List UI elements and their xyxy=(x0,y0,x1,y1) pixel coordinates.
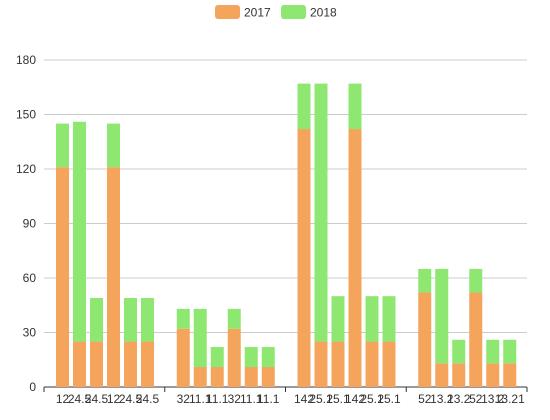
y-tick-label: 30 xyxy=(23,326,37,340)
bar-2017[interactable] xyxy=(244,367,258,387)
bar-2017[interactable] xyxy=(418,292,432,387)
bar-2017[interactable] xyxy=(365,341,379,387)
legend-swatch-2017[interactable] xyxy=(215,5,240,19)
x-tick-label: 52 xyxy=(469,392,483,406)
y-tick-label: 90 xyxy=(23,217,37,231)
bar-2017[interactable] xyxy=(331,341,345,387)
x-tick-label: 52 xyxy=(418,392,432,406)
bar-2017[interactable] xyxy=(261,367,275,387)
bar-2017[interactable] xyxy=(227,328,241,387)
bar-2018[interactable] xyxy=(418,268,432,293)
x-tick-label: 12 xyxy=(107,392,121,406)
x-tick-label: 32 xyxy=(228,392,242,406)
legend-swatch-2018[interactable] xyxy=(281,5,306,19)
x-tick-label: 25.1 xyxy=(309,392,333,406)
bar-2018[interactable] xyxy=(435,268,449,364)
bar-2018[interactable] xyxy=(486,339,500,364)
x-tick-label: 12 xyxy=(56,392,70,406)
legend-label: 2017 xyxy=(244,6,271,20)
y-axis: 0 30 60 90 120 150 180 xyxy=(16,53,36,394)
bar-2018[interactable] xyxy=(210,347,224,368)
bar-2017[interactable] xyxy=(503,363,517,387)
bar-2018[interactable] xyxy=(107,123,120,168)
bar-2017[interactable] xyxy=(210,367,224,387)
bar-2017[interactable] xyxy=(107,167,120,387)
bar-2017[interactable] xyxy=(469,292,483,387)
bar-2017[interactable] xyxy=(193,367,207,387)
bar-2017[interactable] xyxy=(90,341,103,387)
x-tick-label: 13.2 xyxy=(430,392,454,406)
bar-2017[interactable] xyxy=(348,129,362,388)
y-tick-label: 150 xyxy=(16,108,36,122)
y-tick-label: 0 xyxy=(29,380,36,394)
bar-2017[interactable] xyxy=(73,341,86,387)
bar-2018[interactable] xyxy=(227,308,241,329)
x-tick-label: 13.2 xyxy=(447,392,471,406)
x-tick-label: 142 xyxy=(345,392,365,406)
bar-2018[interactable] xyxy=(90,297,103,342)
bar-2017[interactable] xyxy=(314,341,328,387)
x-tick-label: 11.1 xyxy=(240,392,263,406)
y-tick-label: 60 xyxy=(23,271,37,285)
x-tick-label: 32 xyxy=(177,392,191,406)
bar-2018[interactable] xyxy=(141,297,154,342)
bar-2017[interactable] xyxy=(486,363,500,387)
bar-2018[interactable] xyxy=(297,83,311,130)
x-tick-label: 11.1 xyxy=(206,392,229,406)
y-tick-label: 120 xyxy=(16,162,36,176)
bar-2017[interactable] xyxy=(382,341,396,387)
x-tick-label: 25.1 xyxy=(360,392,384,406)
x-tick-label: 142 xyxy=(294,392,314,406)
bar-2018[interactable] xyxy=(331,296,345,342)
x-tick-label: 24.5 xyxy=(136,392,160,406)
x-tick-label: 24.5 xyxy=(85,392,109,406)
bar-2018[interactable] xyxy=(56,123,69,168)
bar-2018[interactable] xyxy=(73,121,86,342)
legend-label: 2018 xyxy=(310,6,337,20)
x-tick-label: 24.5 xyxy=(68,392,92,406)
bar-2017[interactable] xyxy=(297,129,311,388)
bar-2017[interactable] xyxy=(124,341,137,387)
bar-2017[interactable] xyxy=(452,363,466,387)
bar-2018[interactable] xyxy=(348,83,362,130)
x-tick-label: 13.21 xyxy=(495,392,525,406)
x-tick-label: 13.2 xyxy=(481,392,505,406)
bar-2018[interactable] xyxy=(365,296,379,342)
bar-2018[interactable] xyxy=(503,339,517,364)
bar-2018[interactable] xyxy=(193,308,207,368)
bar-2017[interactable] xyxy=(141,341,154,387)
x-tick-label: 11.1 xyxy=(189,392,212,406)
x-tick-label: 25.1 xyxy=(377,392,401,406)
bars xyxy=(56,83,517,388)
bar-2018[interactable] xyxy=(382,296,396,342)
x-tick-label: 25.1 xyxy=(326,392,350,406)
bar-2018[interactable] xyxy=(314,83,328,342)
y-tick-label: 180 xyxy=(16,53,36,67)
bar-2018[interactable] xyxy=(244,347,258,368)
bar-2018[interactable] xyxy=(124,297,137,342)
x-tick-label: 24.5 xyxy=(119,392,143,406)
bar-2018[interactable] xyxy=(469,268,483,293)
bar-2017[interactable] xyxy=(176,328,190,387)
bar-2017[interactable] xyxy=(435,363,449,387)
legend: 2017 2018 xyxy=(215,5,337,20)
x-tick-label: 11.1 xyxy=(257,392,280,406)
bar-2018[interactable] xyxy=(452,339,466,364)
bar-2017[interactable] xyxy=(56,167,69,387)
bar-2018[interactable] xyxy=(261,347,275,368)
bar-2018[interactable] xyxy=(176,308,190,329)
